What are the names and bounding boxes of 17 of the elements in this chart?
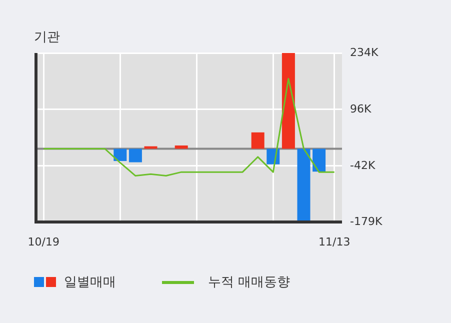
bar (114, 148, 127, 162)
bar (128, 148, 142, 162)
bar (312, 148, 326, 172)
bar (174, 145, 188, 149)
x-tick-label: 10/19 (28, 235, 60, 248)
y-tick-label: 234K (350, 46, 379, 59)
y-tick-label: -42K (350, 158, 376, 172)
bar (282, 53, 295, 149)
chart-title: 기관 (34, 29, 60, 46)
legend-label: 누적 매매동향 (208, 274, 290, 291)
x-tick-label: 11/13 (318, 235, 350, 248)
bar (297, 148, 310, 222)
y-tick-label: -179K (350, 214, 383, 228)
y-tick-label: 96K (350, 102, 372, 116)
legend-label: 일별매매 (64, 274, 116, 291)
bar (251, 132, 264, 149)
bar (144, 146, 158, 149)
